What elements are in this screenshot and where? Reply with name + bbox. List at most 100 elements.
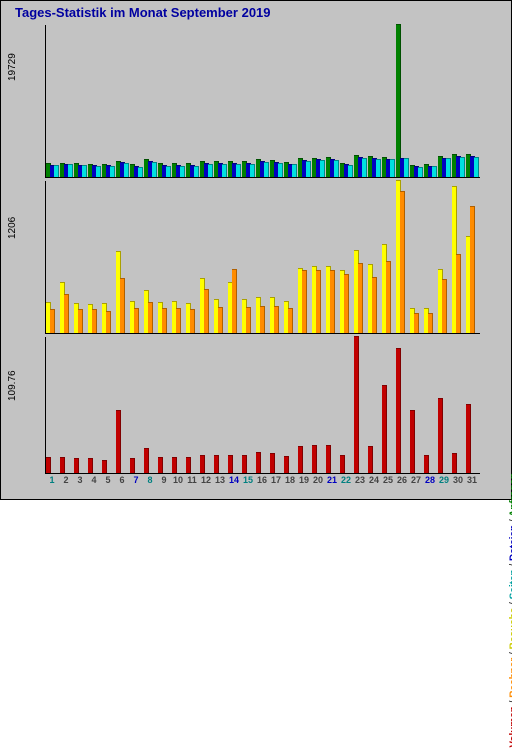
bar-group xyxy=(452,25,466,177)
bar-group xyxy=(200,25,214,177)
bar-group xyxy=(424,337,438,473)
bar xyxy=(246,307,251,333)
bar xyxy=(130,458,135,473)
bar xyxy=(396,24,401,177)
bar-group xyxy=(46,181,60,333)
bar xyxy=(382,385,387,473)
bar-group xyxy=(116,181,130,333)
x-label: 4 xyxy=(87,475,101,485)
bar-group xyxy=(312,25,326,177)
bar-group xyxy=(466,181,480,333)
bar xyxy=(442,279,447,333)
bar xyxy=(222,164,227,177)
bar xyxy=(316,270,321,333)
bar xyxy=(326,445,331,473)
bar xyxy=(376,159,381,177)
bar xyxy=(200,455,205,473)
x-label: 29 xyxy=(437,475,451,485)
bar-group xyxy=(382,25,396,177)
bar xyxy=(264,162,269,177)
bar-group xyxy=(46,25,60,177)
bar xyxy=(446,158,451,177)
bar xyxy=(292,164,297,177)
x-label: 9 xyxy=(157,475,171,485)
bar-group xyxy=(46,337,60,473)
x-label: 1 xyxy=(45,475,59,485)
bar xyxy=(68,164,73,177)
bar xyxy=(176,308,181,333)
bar-group xyxy=(326,25,340,177)
bar xyxy=(274,306,279,333)
x-label: 22 xyxy=(339,475,353,485)
bar-group xyxy=(88,25,102,177)
bar-group xyxy=(396,337,410,473)
bar-group xyxy=(466,25,480,177)
bar xyxy=(418,167,423,177)
bar-group xyxy=(270,181,284,333)
bar-group xyxy=(256,25,270,177)
bar xyxy=(474,157,479,177)
bar xyxy=(242,455,247,473)
bar xyxy=(410,410,415,473)
x-label: 7 xyxy=(129,475,143,485)
bar xyxy=(250,164,255,177)
bar xyxy=(302,270,307,333)
panel-top xyxy=(45,25,480,178)
ytick-panel3: 109.76 xyxy=(7,370,18,401)
bar xyxy=(456,254,461,333)
bar xyxy=(60,457,65,473)
bar xyxy=(288,308,293,333)
bar-group xyxy=(228,181,242,333)
bar xyxy=(64,294,69,333)
x-axis-days: 1234567891011121314151617181920212223242… xyxy=(45,475,479,493)
bar-group xyxy=(354,181,368,333)
bar-group xyxy=(438,25,452,177)
bar xyxy=(96,166,101,177)
bar xyxy=(340,455,345,473)
x-label: 10 xyxy=(171,475,185,485)
x-label: 2 xyxy=(59,475,73,485)
bar xyxy=(424,455,429,473)
bar-group xyxy=(88,337,102,473)
bar xyxy=(204,289,209,333)
bar xyxy=(166,166,171,177)
bar xyxy=(348,165,353,177)
bar xyxy=(354,336,359,473)
bar-group xyxy=(116,337,130,473)
bar-group xyxy=(410,181,424,333)
bar-group xyxy=(284,337,298,473)
bar xyxy=(232,269,237,333)
x-label: 28 xyxy=(423,475,437,485)
bar-group xyxy=(172,181,186,333)
bar xyxy=(270,453,275,473)
bar-group xyxy=(368,181,382,333)
bar xyxy=(284,456,289,473)
bar-group xyxy=(340,25,354,177)
bar xyxy=(78,309,83,333)
bar-group xyxy=(438,337,452,473)
bar-group xyxy=(340,337,354,473)
bar-group xyxy=(158,25,172,177)
bar xyxy=(372,277,377,333)
bar-group xyxy=(298,337,312,473)
bar xyxy=(400,191,405,333)
bar-group xyxy=(186,25,200,177)
bar xyxy=(186,457,191,473)
bar-group xyxy=(130,337,144,473)
bar xyxy=(110,166,115,177)
bar xyxy=(180,166,185,177)
bar xyxy=(390,159,395,177)
bar xyxy=(256,452,261,473)
bar xyxy=(432,166,437,177)
bar-group xyxy=(228,337,242,473)
bar xyxy=(162,308,167,333)
bar xyxy=(214,455,219,473)
bar xyxy=(452,453,457,473)
bar-group xyxy=(200,337,214,473)
bar-group xyxy=(312,337,326,473)
bar-group xyxy=(354,25,368,177)
bar xyxy=(312,445,317,473)
bar xyxy=(460,157,465,177)
bar-group xyxy=(368,25,382,177)
x-label: 24 xyxy=(367,475,381,485)
